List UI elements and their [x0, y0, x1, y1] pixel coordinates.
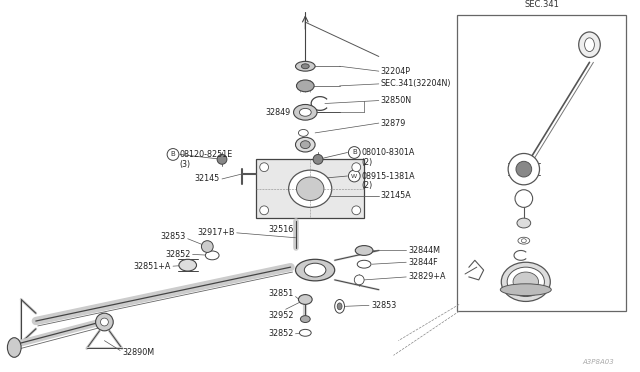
Circle shape	[313, 154, 323, 164]
Text: B: B	[171, 151, 175, 157]
Circle shape	[348, 170, 360, 182]
Circle shape	[202, 241, 213, 253]
Ellipse shape	[289, 170, 332, 207]
Ellipse shape	[522, 239, 526, 243]
Text: 32844M: 32844M	[408, 246, 440, 255]
Circle shape	[100, 318, 108, 326]
Circle shape	[515, 190, 532, 207]
Ellipse shape	[507, 267, 545, 296]
Text: (2): (2)	[361, 158, 372, 167]
Text: 32204P: 32204P	[381, 67, 411, 76]
Text: 32145: 32145	[195, 174, 220, 183]
Ellipse shape	[296, 61, 315, 71]
Text: 32849: 32849	[266, 108, 291, 117]
Text: 08120-8251E: 08120-8251E	[180, 150, 233, 159]
Circle shape	[352, 163, 361, 171]
Text: 32890M: 32890M	[122, 348, 154, 357]
Text: 32853: 32853	[371, 301, 396, 310]
Ellipse shape	[579, 32, 600, 57]
Text: 32879: 32879	[381, 119, 406, 128]
Text: SEC.341: SEC.341	[524, 0, 559, 9]
Text: 32145A: 32145A	[381, 191, 412, 200]
Text: A3P8A03: A3P8A03	[582, 359, 614, 365]
Ellipse shape	[584, 38, 595, 52]
Ellipse shape	[337, 303, 342, 310]
Ellipse shape	[300, 141, 310, 148]
Text: 08915-1381A: 08915-1381A	[361, 171, 415, 180]
Text: B: B	[352, 150, 356, 155]
Text: 32852: 32852	[268, 329, 294, 338]
Bar	[457, 15, 626, 311]
Circle shape	[217, 154, 227, 164]
Ellipse shape	[298, 129, 308, 136]
Circle shape	[260, 163, 269, 171]
Ellipse shape	[305, 263, 326, 277]
Ellipse shape	[335, 299, 344, 313]
Ellipse shape	[501, 262, 550, 301]
Text: 32917+B: 32917+B	[197, 228, 235, 237]
Circle shape	[355, 275, 364, 285]
Ellipse shape	[298, 295, 312, 304]
Text: W: W	[351, 173, 357, 179]
Circle shape	[167, 148, 179, 160]
Ellipse shape	[205, 251, 219, 260]
Circle shape	[95, 313, 113, 331]
Text: 32952: 32952	[268, 311, 294, 320]
Circle shape	[508, 154, 540, 185]
Circle shape	[311, 175, 319, 183]
Ellipse shape	[300, 108, 311, 116]
Ellipse shape	[513, 272, 538, 292]
Ellipse shape	[296, 177, 324, 201]
Circle shape	[516, 161, 532, 177]
Text: 32853: 32853	[161, 232, 186, 241]
Text: 32852: 32852	[165, 250, 191, 259]
Text: 32851+A: 32851+A	[134, 262, 171, 271]
Ellipse shape	[300, 316, 310, 323]
Ellipse shape	[296, 80, 314, 92]
Circle shape	[260, 206, 269, 215]
Text: 32844F: 32844F	[408, 258, 438, 267]
Text: 32516: 32516	[268, 225, 293, 234]
Text: (3): (3)	[180, 160, 191, 169]
Ellipse shape	[296, 259, 335, 281]
Bar	[256, 159, 364, 218]
Ellipse shape	[8, 338, 21, 357]
Ellipse shape	[300, 329, 311, 336]
Circle shape	[348, 147, 360, 158]
Circle shape	[352, 206, 361, 215]
Ellipse shape	[357, 260, 371, 268]
Text: 32851: 32851	[268, 289, 294, 298]
Text: 32829+A: 32829+A	[408, 272, 445, 282]
Text: 32850N: 32850N	[381, 96, 412, 105]
Ellipse shape	[294, 105, 317, 120]
Ellipse shape	[517, 218, 531, 228]
Ellipse shape	[301, 64, 309, 69]
Ellipse shape	[296, 137, 315, 152]
Text: 08010-8301A: 08010-8301A	[361, 148, 415, 157]
Ellipse shape	[500, 284, 551, 296]
Ellipse shape	[179, 259, 196, 271]
Text: (2): (2)	[361, 181, 372, 190]
Circle shape	[312, 193, 318, 199]
Ellipse shape	[518, 237, 530, 244]
Text: SEC.341(32204N): SEC.341(32204N)	[381, 79, 451, 89]
Ellipse shape	[355, 246, 373, 256]
